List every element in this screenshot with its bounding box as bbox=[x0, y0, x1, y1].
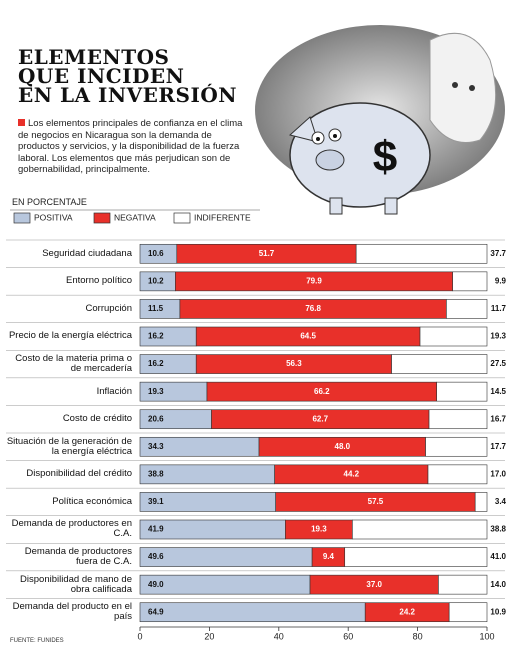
value-label: 16.7 bbox=[490, 414, 506, 423]
value-label: 62.7 bbox=[312, 414, 328, 423]
bar-segment bbox=[140, 548, 312, 567]
value-label: 38.8 bbox=[490, 525, 506, 534]
legend-label: INDIFERENTE bbox=[194, 212, 251, 222]
x-tick-label: 20 bbox=[204, 631, 214, 641]
value-label: 56.3 bbox=[286, 359, 302, 368]
bar-segment bbox=[449, 603, 487, 622]
bar-segment bbox=[437, 382, 487, 401]
bar-segment bbox=[140, 603, 365, 622]
value-label: 11.7 bbox=[491, 304, 507, 313]
value-label: 16.2 bbox=[148, 332, 164, 341]
legend-swatch bbox=[174, 213, 190, 223]
value-label: 19.3 bbox=[311, 525, 327, 534]
value-label: 48.0 bbox=[335, 442, 351, 451]
bar-segment bbox=[420, 327, 487, 346]
value-label: 49.6 bbox=[148, 552, 164, 561]
bar-segment bbox=[140, 575, 310, 594]
bar-segment bbox=[429, 410, 487, 429]
x-tick-label: 40 bbox=[274, 631, 284, 641]
bullet bbox=[18, 119, 25, 126]
x-tick-label: 100 bbox=[479, 631, 494, 641]
description-text: Los elementos principales de confianza e… bbox=[18, 118, 242, 175]
category-label: Seguridad ciudadana bbox=[6, 241, 132, 267]
value-label: 9.9 bbox=[495, 276, 507, 285]
value-label: 10.6 bbox=[148, 249, 164, 258]
bar-segment bbox=[392, 355, 487, 374]
value-label: 76.8 bbox=[305, 304, 321, 313]
category-label: Demanda del producto en el país bbox=[6, 599, 132, 625]
value-label: 44.2 bbox=[344, 469, 360, 478]
value-label: 66.2 bbox=[314, 387, 330, 396]
value-label: 9.4 bbox=[323, 552, 335, 561]
value-label: 49.0 bbox=[148, 580, 164, 589]
value-label: 14.5 bbox=[490, 387, 506, 396]
category-label: Disponibilidad de mano de obra calificad… bbox=[6, 572, 132, 598]
value-label: 64.5 bbox=[300, 332, 316, 341]
value-label: 37.0 bbox=[366, 580, 382, 589]
category-label: Demanda de productores en C.A. bbox=[6, 517, 132, 543]
value-label: 39.1 bbox=[148, 497, 164, 506]
x-tick-label: 80 bbox=[413, 631, 423, 641]
value-label: 19.3 bbox=[490, 332, 506, 341]
svg-text:$: $ bbox=[373, 133, 397, 182]
bar-segment bbox=[345, 548, 487, 567]
legend-label: POSITIVA bbox=[34, 212, 73, 222]
unit-label: EN PORCENTAJE bbox=[12, 197, 87, 207]
category-label: Costo de la materia prima o de mercaderí… bbox=[6, 351, 132, 377]
value-label: 11.5 bbox=[148, 304, 164, 313]
x-tick-label: 0 bbox=[137, 631, 142, 641]
value-label: 10.9 bbox=[490, 607, 506, 616]
value-label: 19.3 bbox=[148, 387, 164, 396]
category-label: Entorno político bbox=[6, 269, 132, 295]
value-label: 3.4 bbox=[495, 497, 507, 506]
value-label: 41.9 bbox=[148, 525, 164, 534]
value-label: 27.5 bbox=[490, 359, 506, 368]
value-label: 79.9 bbox=[306, 276, 322, 285]
value-label: 20.6 bbox=[148, 414, 164, 423]
legend-swatch bbox=[14, 213, 30, 223]
x-tick-label: 60 bbox=[343, 631, 353, 641]
category-label: Costo de crédito bbox=[6, 406, 132, 432]
value-label: 17.7 bbox=[490, 442, 506, 451]
legend-label: NEGATIVA bbox=[114, 212, 156, 222]
value-label: 37.7 bbox=[490, 249, 506, 258]
value-label: 41.0 bbox=[490, 552, 506, 561]
category-label: Disponibilidad del crédito bbox=[6, 462, 132, 488]
value-label: 16.2 bbox=[148, 359, 164, 368]
value-label: 38.8 bbox=[148, 469, 164, 478]
value-label: 14.0 bbox=[490, 580, 506, 589]
bar-segment bbox=[428, 465, 487, 484]
category-label: Inflación bbox=[6, 379, 132, 405]
value-label: 24.2 bbox=[399, 607, 415, 616]
value-label: 51.7 bbox=[259, 249, 275, 258]
category-label: Precio de la energía eléctrica bbox=[6, 324, 132, 350]
legend-swatch bbox=[94, 213, 110, 223]
source: FUENTE: FUNIDES bbox=[10, 638, 64, 644]
bar-segment bbox=[453, 272, 487, 291]
bar-segment bbox=[356, 244, 487, 263]
page: {"chart_data": {"type": "stacked-bar-hor… bbox=[0, 0, 509, 647]
bar-segment bbox=[426, 437, 487, 456]
category-label: Corrupción bbox=[6, 296, 132, 322]
value-label: 64.9 bbox=[148, 607, 164, 616]
value-label: 57.5 bbox=[368, 497, 384, 506]
bar-segment bbox=[475, 492, 487, 511]
bar-segment bbox=[446, 299, 487, 318]
illustration: $ bbox=[255, 25, 505, 214]
value-label: 34.3 bbox=[148, 442, 164, 451]
value-label: 10.2 bbox=[148, 276, 164, 285]
description: Los elementos principales de confianza e… bbox=[18, 118, 253, 176]
category-label: Demanda de productores fuera de C.A. bbox=[6, 544, 132, 570]
chart-title: ELEMENTOS QUE INCIDEN EN LA INVERSIÓN bbox=[18, 48, 237, 105]
bar-segment bbox=[438, 575, 487, 594]
category-label: Situación de la generación de la energía… bbox=[6, 434, 132, 460]
bar-segment bbox=[352, 520, 487, 539]
value-label: 17.0 bbox=[490, 469, 506, 478]
category-label: Política económica bbox=[6, 489, 132, 515]
